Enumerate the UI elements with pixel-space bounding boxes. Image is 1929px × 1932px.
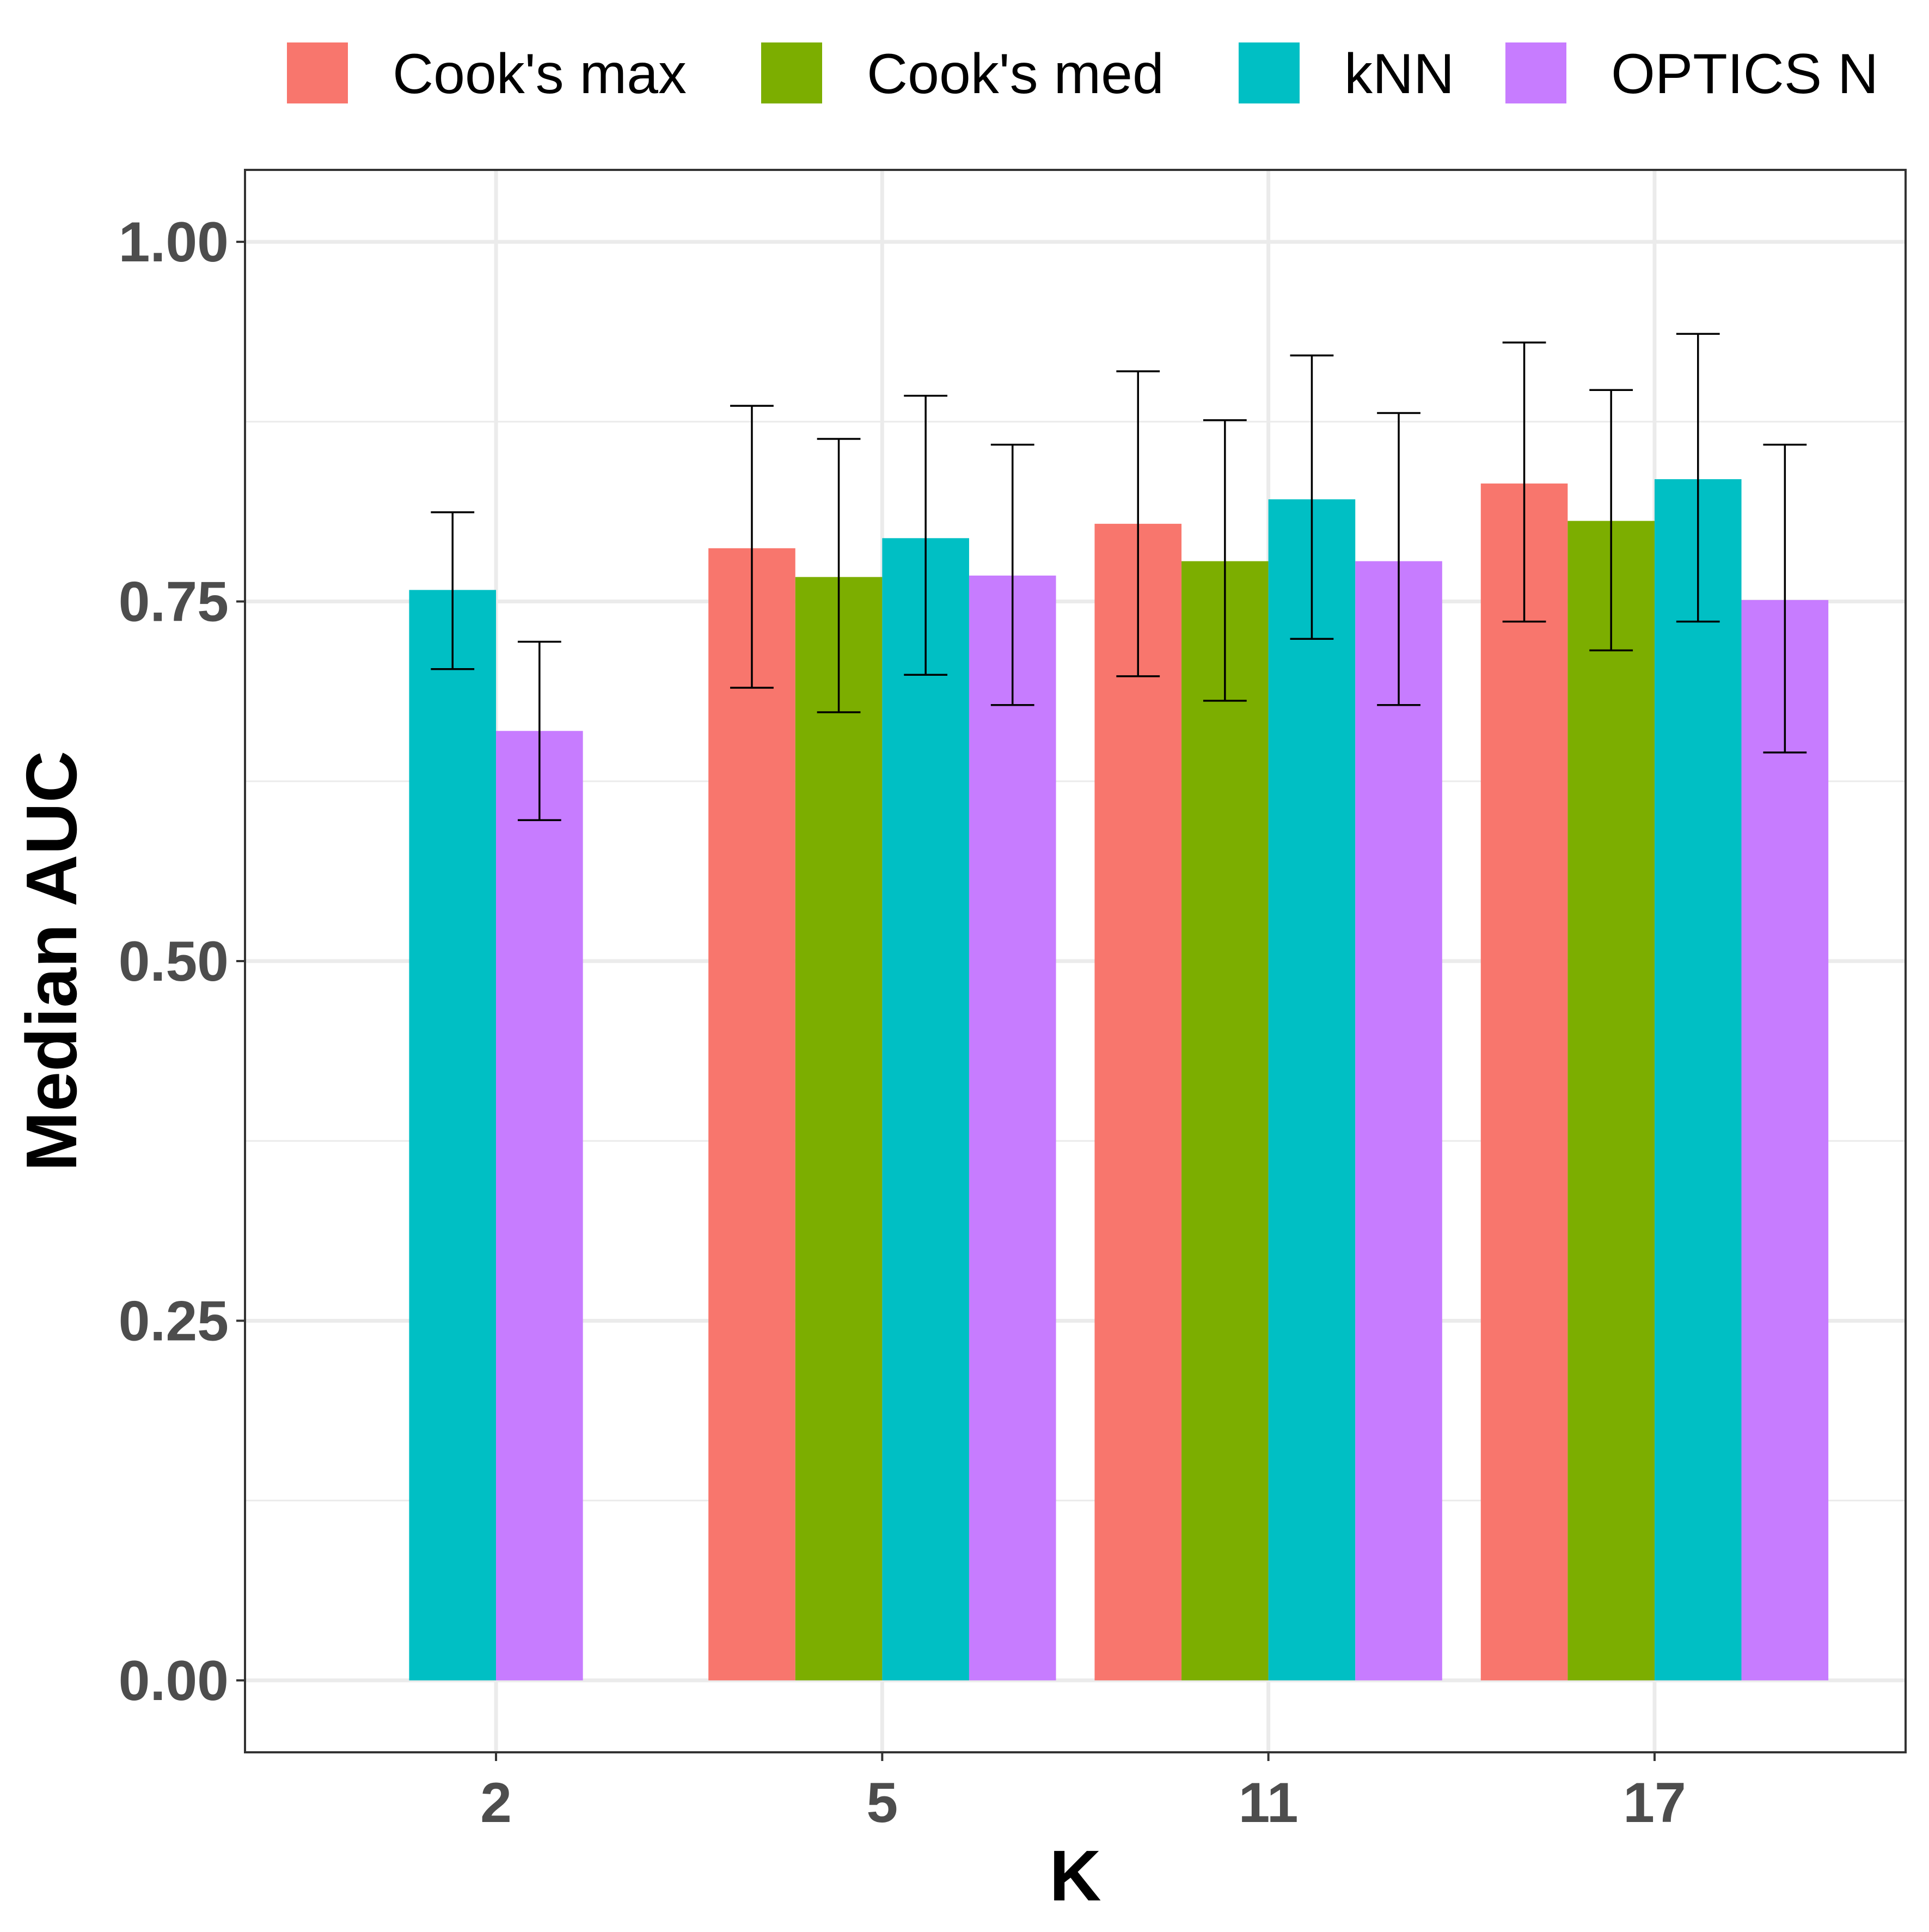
legend-item-cook-s-max: Cook's max bbox=[287, 42, 687, 106]
error-bars bbox=[431, 333, 1807, 821]
legend-key-cook-s-med bbox=[761, 42, 822, 103]
bar-optics-n-k17 bbox=[1741, 600, 1829, 1680]
legend-label-cook-s-max: Cook's max bbox=[393, 42, 687, 106]
legend-label-optics-n: OPTICS N bbox=[1611, 42, 1878, 106]
legend: Cook's max Cook's med kNN OPTICS N bbox=[287, 42, 1878, 106]
error-bar-cook-s-max-k5 bbox=[730, 405, 774, 689]
y-tick-label: 0.25 bbox=[119, 1289, 229, 1353]
bar-cook-s-max-k17 bbox=[1480, 483, 1568, 1680]
error-bar-knn-k17 bbox=[1676, 333, 1720, 623]
y-tick-label: 1.00 bbox=[119, 211, 229, 274]
bar-cook-s-med-k11 bbox=[1181, 561, 1269, 1680]
bars bbox=[409, 479, 1829, 1680]
x-tick-label: 11 bbox=[1239, 1771, 1299, 1835]
legend-label-cook-s-med: Cook's med bbox=[867, 42, 1164, 106]
error-bar-cook-s-med-k11 bbox=[1203, 419, 1247, 702]
y-tick-label: 0.00 bbox=[119, 1649, 229, 1713]
error-bar-optics-n-k11 bbox=[1377, 412, 1420, 706]
legend-key-optics-n bbox=[1505, 42, 1566, 103]
y-axis-title: Median AUC bbox=[11, 751, 91, 1171]
legend-key-knn bbox=[1239, 42, 1300, 103]
x-tick-label: 17 bbox=[1623, 1771, 1686, 1835]
axes: 0.00 0.25 0.50 0.75 1.00 2 5 11 17 bbox=[119, 211, 1686, 1835]
error-bar-cook-s-max-k17 bbox=[1502, 341, 1546, 623]
bar-knn-k11 bbox=[1268, 499, 1356, 1680]
legend-item-optics-n: OPTICS N bbox=[1505, 42, 1878, 106]
legend-key-cook-s-max bbox=[287, 42, 348, 103]
error-bar-optics-n-k5 bbox=[990, 443, 1034, 706]
bar-cook-s-max-k11 bbox=[1094, 523, 1182, 1680]
bar-knn-k5 bbox=[882, 538, 969, 1680]
error-bar-knn-k11 bbox=[1290, 354, 1334, 640]
error-bar-cook-s-med-k17 bbox=[1589, 389, 1633, 652]
y-tick-label: 0.50 bbox=[119, 930, 229, 993]
error-bar-knn-k2 bbox=[431, 511, 475, 670]
error-bar-knn-k5 bbox=[904, 395, 948, 676]
legend-item-knn: kNN bbox=[1239, 42, 1454, 106]
x-axis-title: K bbox=[1049, 1836, 1101, 1916]
bar-optics-n-k11 bbox=[1355, 561, 1442, 1680]
bar-cook-s-max-k5 bbox=[708, 548, 795, 1680]
bar-optics-n-k2 bbox=[496, 731, 583, 1680]
legend-label-knn: kNN bbox=[1344, 42, 1454, 106]
x-tick-label: 5 bbox=[866, 1771, 898, 1835]
bar-optics-n-k5 bbox=[969, 575, 1056, 1680]
error-bar-cook-s-max-k11 bbox=[1116, 370, 1160, 677]
bar-knn-k2 bbox=[409, 590, 497, 1680]
legend-item-cook-s-med: Cook's med bbox=[761, 42, 1164, 106]
error-bar-cook-s-med-k5 bbox=[817, 438, 861, 713]
bar-knn-k17 bbox=[1654, 479, 1742, 1680]
x-tick-label: 2 bbox=[480, 1771, 512, 1835]
y-tick-label: 0.75 bbox=[119, 571, 229, 634]
bar-cook-s-med-k5 bbox=[795, 577, 883, 1680]
error-bar-optics-n-k2 bbox=[517, 640, 561, 821]
error-bar-optics-n-k17 bbox=[1763, 443, 1807, 754]
bar-cook-s-med-k17 bbox=[1567, 521, 1655, 1680]
